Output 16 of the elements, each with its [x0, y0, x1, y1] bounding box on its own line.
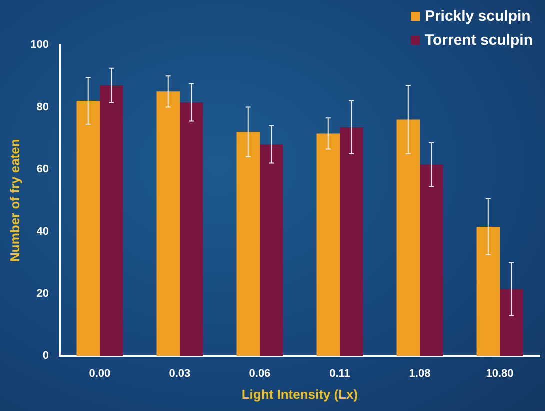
legend-label: Prickly sculpin: [424, 8, 531, 24]
y-tick-label: 0: [42, 350, 49, 362]
x-tick-label: 0.03: [169, 368, 191, 380]
x-tick-label: 0.06: [249, 368, 271, 380]
y-tick-label: 20: [36, 288, 49, 300]
y-axis-title: Number of fry eaten: [7, 139, 22, 262]
y-tick-label: 80: [36, 101, 49, 114]
x-tick-label: 0.00: [89, 368, 111, 380]
x-tick-label: 10.80: [486, 368, 514, 380]
x-tick-label: 1.08: [409, 368, 431, 380]
x-tick-label: 0.11: [330, 368, 350, 380]
y-tick-label: 100: [30, 39, 49, 52]
y-tick-label: 40: [36, 226, 49, 238]
y-tick-label: 60: [36, 164, 49, 176]
x-axis-title: Light Intensity (Lx): [242, 386, 358, 402]
legend-label: Torrent sculpin: [424, 32, 533, 48]
